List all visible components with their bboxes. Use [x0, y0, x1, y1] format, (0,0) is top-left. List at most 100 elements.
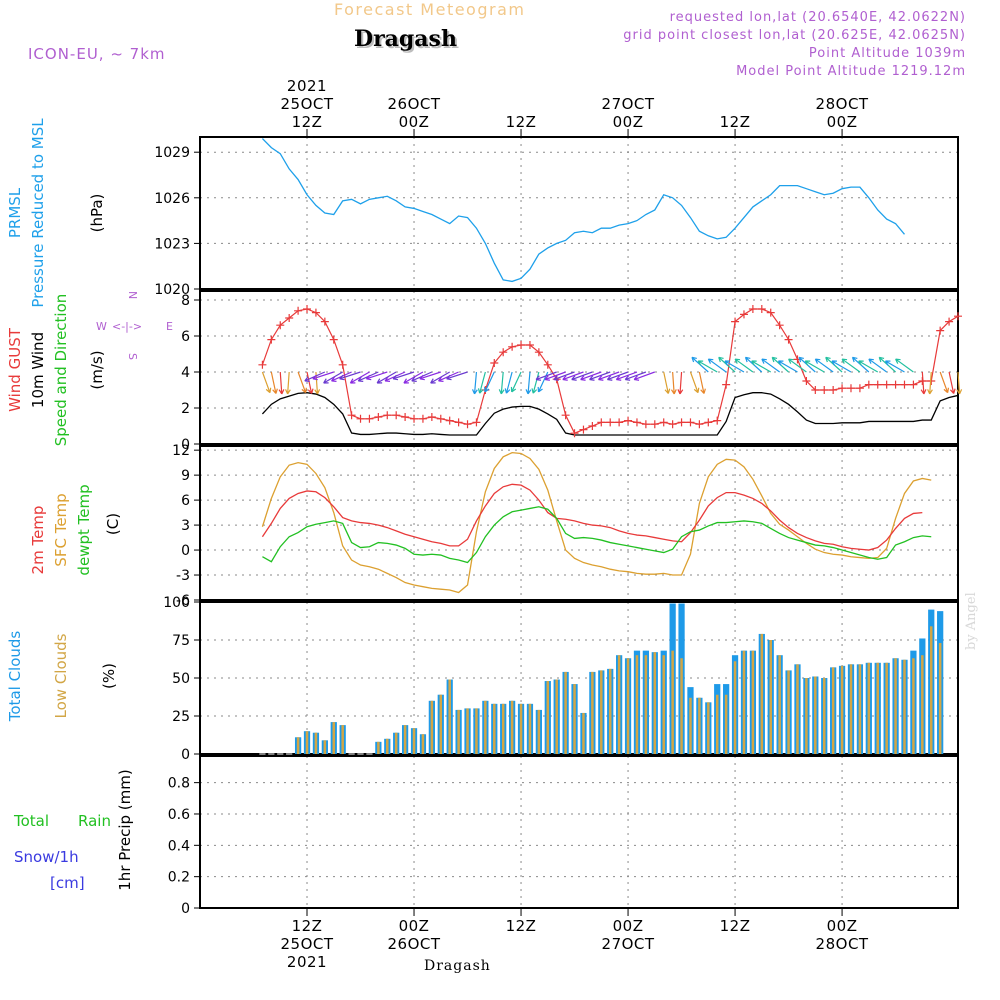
- wind-direction-arrow: [707, 358, 727, 373]
- gust-marker: [695, 420, 704, 429]
- gust-marker: [401, 413, 410, 421]
- gust-marker: [303, 305, 312, 313]
- low-cloud-bar: [466, 708, 469, 754]
- y-tick-label: 0.6: [168, 807, 190, 823]
- low-cloud-bar: [724, 694, 728, 754]
- ms-unit-label: (m/s): [88, 350, 106, 389]
- panel-frame: [199, 755, 959, 909]
- gust-marker: [882, 380, 891, 389]
- wind-direction-arrow: [261, 371, 272, 394]
- wind-direction-arrow: [589, 371, 611, 381]
- time-label-bottom: 28OCT: [816, 935, 869, 953]
- panel-frame: [199, 445, 959, 601]
- low-cloud-bar: [332, 722, 336, 754]
- compass-arrow: <-|->: [112, 320, 142, 333]
- wind-direction-arrow: [531, 371, 540, 394]
- y-tick-label: -3: [176, 568, 190, 584]
- wind-direction-arrow: [471, 371, 478, 395]
- gust-marker: [579, 425, 588, 434]
- low-cloud-bar: [439, 694, 443, 754]
- y-tick-label: 0.8: [168, 776, 190, 792]
- low-cloud-bar: [849, 664, 853, 754]
- time-label-bottom: 00Z: [827, 917, 858, 935]
- wind-direction-arrow: [562, 371, 584, 381]
- wind-direction-arrow: [323, 371, 343, 384]
- gust-marker: [713, 416, 722, 425]
- wind-direction-arrow: [544, 371, 566, 381]
- low-cloud-bar: [457, 709, 460, 754]
- wind-direction-arrow: [376, 371, 397, 384]
- gust-marker: [267, 335, 276, 344]
- gust-marker: [864, 380, 873, 389]
- compass-w: W: [96, 320, 107, 333]
- low-cloud-bar: [510, 700, 514, 754]
- gust-marker: [588, 422, 597, 430]
- time-label-top: 12Z: [720, 113, 751, 131]
- gust-marker: [410, 414, 419, 423]
- low-cloud-bar: [653, 652, 657, 754]
- model-label: ICON-EU, ~ 7km: [28, 45, 166, 63]
- wind-direction-arrow: [858, 360, 879, 373]
- y-tick-label: 2: [181, 401, 190, 417]
- wind-direction-arrow: [670, 371, 677, 395]
- wind-direction-arrow: [761, 358, 780, 373]
- gust-marker: [802, 377, 811, 385]
- wind-direction-arrow: [724, 360, 745, 373]
- panel-4: 0 0.2 0.4 0.6 0.8: [168, 755, 959, 917]
- y-tick-label: 8: [181, 293, 190, 309]
- requested-location: requested lon,lat (20.6540E, 42.0622N): [669, 10, 966, 25]
- gust-marker: [632, 418, 641, 427]
- wind-direction-arrow: [477, 371, 486, 394]
- gust-marker: [677, 418, 686, 427]
- gust-marker: [570, 429, 579, 438]
- wind-direction-arrow: [553, 371, 575, 381]
- wind-direction-arrow: [580, 371, 602, 381]
- gust-marker: [811, 386, 820, 394]
- gust-marker: [722, 380, 731, 389]
- y-tick-label: 50: [172, 671, 190, 687]
- y-tick-label: 4: [181, 365, 190, 381]
- wind-direction-arrow: [446, 371, 468, 381]
- precip-rain-label: Rain: [78, 812, 111, 830]
- compass-s: S: [126, 353, 139, 360]
- low-cloud-bar: [386, 738, 389, 754]
- wind-direction-arrow: [615, 371, 638, 381]
- low-cloud-bar: [867, 662, 871, 754]
- low-cloud-bar: [475, 708, 478, 754]
- gust-marker: [846, 384, 855, 393]
- wind-direction-arrow: [956, 371, 963, 395]
- panel-frame: [199, 290, 959, 445]
- low-cloud-bar: [831, 667, 835, 754]
- time-label-bottom: 27OCT: [602, 935, 655, 953]
- low-cloud-bar: [555, 679, 558, 754]
- y-tick-label: 0: [181, 543, 190, 559]
- low-cloud-bar: [314, 732, 318, 754]
- gust-marker: [775, 321, 784, 330]
- wind-gust-label: Wind GUST: [6, 327, 24, 412]
- wind-direction-arrow: [751, 360, 772, 373]
- page-title: Dragash: [354, 26, 457, 52]
- gust-marker: [873, 380, 882, 389]
- wind-direction-arrow: [484, 371, 495, 393]
- gust-marker: [543, 360, 552, 369]
- wind-direction-arrow: [677, 371, 684, 395]
- panel-0: 1020 1023 1026 1029: [154, 136, 959, 298]
- gust-marker: [329, 335, 338, 344]
- gust-marker: [766, 308, 775, 317]
- wind-direction-arrow: [306, 371, 314, 394]
- low-cloud-bar: [484, 700, 487, 754]
- wind-direction-arrow: [663, 371, 671, 394]
- gust-marker: [838, 384, 847, 393]
- y-tick-label: 75: [172, 633, 190, 649]
- time-label-top: 27OCT: [602, 95, 655, 113]
- wind-direction-arrow: [814, 358, 834, 373]
- panel-frame: [199, 136, 959, 290]
- low-cloud-bar: [626, 658, 630, 754]
- gust-marker: [757, 305, 766, 313]
- wind-direction-arrow: [525, 371, 532, 395]
- wind-direction-arrow: [498, 371, 505, 395]
- wind-direction-arrow: [535, 371, 557, 381]
- panel-2: -6 -3 0 3 6 9 12: [172, 443, 959, 609]
- prmsl-label: PRMSL: [6, 187, 24, 238]
